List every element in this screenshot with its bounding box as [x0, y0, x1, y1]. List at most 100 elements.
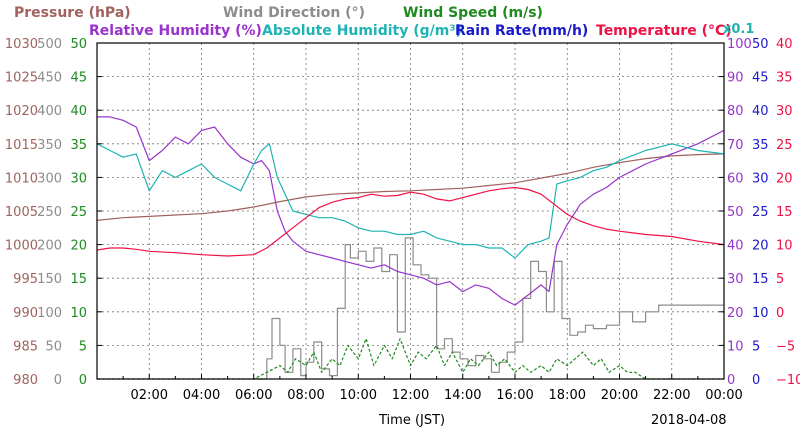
x-tick-label: 16:00 [496, 388, 533, 403]
rain_rate-tick-label: 40 [752, 104, 769, 119]
x-tick-label: 02:00 [131, 388, 168, 403]
x-tick-label: 06:00 [235, 388, 272, 403]
temperature-tick-label: −10 [776, 373, 800, 388]
humidity-tick-label: 0 [727, 373, 735, 388]
series-pressure-hpa-line [96, 153, 725, 221]
x-tick-label: 00:00 [705, 388, 742, 403]
wind_direction-tick-label: 0 [54, 373, 62, 388]
wind_direction-tick-label: 150 [37, 272, 62, 287]
wind_speed-tick-label: 25 [70, 205, 87, 220]
rain_rate-tick-label: 45 [752, 71, 769, 86]
legend: Pressure (hPa) Wind Direction (°) Wind Spe… [14, 5, 732, 39]
humidity-tick-label: 30 [727, 272, 744, 287]
wind_direction-tick-label: 500 [37, 37, 62, 52]
wind_direction-tick-label: 400 [37, 104, 62, 119]
legend-entry: Absolute Humidity (g/m³) [262, 23, 462, 39]
x-tick-label: 10:00 [340, 388, 377, 403]
humidity-tick-label: 100 [727, 37, 752, 52]
right-axes: 0102030405060708090100051015202530354045… [727, 37, 800, 388]
temperature-tick-label: 40 [776, 37, 793, 52]
rain_rate-tick-label: 10 [752, 306, 769, 321]
temperature-tick-label: 25 [776, 138, 793, 153]
humidity-tick-label: 10 [727, 339, 744, 354]
rain_rate-tick-label: 5 [752, 339, 760, 354]
wind_speed-tick-label: 50 [70, 37, 87, 52]
temperature-tick-label: 0 [776, 306, 784, 321]
x-axis-label: Time (JST) [378, 413, 445, 428]
humidity-tick-label: 70 [727, 138, 744, 153]
wind_speed-tick-label: 45 [70, 71, 87, 86]
wind_direction-tick-label: 200 [37, 239, 62, 254]
wind_speed-tick-label: 0 [79, 373, 87, 388]
series-wind-speed-m-s-line [97, 338, 724, 380]
series-absolute-humidity-g-m-line [96, 143, 725, 259]
humidity-tick-label: 60 [727, 171, 744, 186]
left-axes: 9809859909951000100510101015102010251030… [5, 37, 87, 388]
wind_direction-tick-label: 100 [37, 306, 62, 321]
wind_speed-tick-label: 40 [70, 104, 87, 119]
humidity-tick-label: 50 [727, 205, 744, 220]
wind_direction-tick-label: 450 [37, 71, 62, 86]
pressure-tick-label: 995 [13, 272, 38, 287]
wind_speed-tick-label: 10 [70, 306, 87, 321]
rain_rate-tick-label: 50 [752, 37, 769, 52]
rain_rate-tick-label: 0 [752, 373, 760, 388]
legend-entry: Temperature (°C) [596, 23, 732, 39]
rain_rate-tick-label: 15 [752, 272, 769, 287]
temperature-tick-label: 15 [776, 205, 793, 220]
legend-entry: Wind Direction (°) [223, 5, 365, 21]
temperature-tick-label: 10 [776, 239, 793, 254]
legend-entry: Pressure (hPa) [14, 5, 131, 21]
rain_rate-tick-label: 20 [752, 239, 769, 254]
pressure-tick-label: 1025 [5, 71, 38, 86]
wind_direction-tick-label: 300 [37, 171, 62, 186]
humidity-tick-label: 40 [727, 239, 744, 254]
pressure-tick-label: 1010 [5, 171, 38, 186]
pressure-tick-label: 985 [13, 339, 38, 354]
rain_rate-tick-label: 25 [752, 205, 769, 220]
grid [97, 43, 724, 379]
series-relative-humidity-line [97, 116, 725, 306]
humidity-tick-label: 90 [727, 71, 744, 86]
x-tick-label: 14:00 [444, 388, 481, 403]
x-tick-label: 12:00 [392, 388, 429, 403]
x-tick-label: 20:00 [601, 388, 638, 403]
x-tick-label: 18:00 [549, 388, 586, 403]
series-temperature-c-line [96, 186, 725, 257]
temperature-tick-label: 30 [776, 104, 793, 119]
wind_direction-tick-label: 250 [37, 205, 62, 220]
pressure-tick-label: 1015 [5, 138, 38, 153]
pressure-tick-label: 980 [13, 373, 38, 388]
temperature-tick-label: −5 [776, 339, 795, 354]
pressure-tick-label: 990 [13, 306, 38, 321]
wind_speed-tick-label: 35 [70, 138, 87, 153]
legend-entry: Relative Humidity (%) [89, 23, 262, 39]
pressure-tick-label: 1030 [5, 37, 38, 52]
pressure-tick-label: 1005 [5, 205, 38, 220]
series-wind-direction-line [253, 237, 724, 380]
x-tick-label: 22:00 [653, 388, 690, 403]
series-layer [96, 116, 725, 380]
wind_speed-tick-label: 5 [79, 339, 87, 354]
legend-entry: Rain Rate(mm/h) [455, 23, 588, 39]
wind_speed-tick-label: 20 [70, 239, 87, 254]
rain_rate-tick-label: 30 [752, 171, 769, 186]
wind_direction-tick-label: 50 [45, 339, 62, 354]
legend-entry: Wind Speed (m/s) [403, 5, 543, 21]
pressure-tick-label: 1000 [5, 239, 38, 254]
date-label: 2018-04-08 [651, 413, 727, 428]
x-tick-label: 04:00 [183, 388, 220, 403]
humidity-tick-label: 80 [727, 104, 744, 119]
wind_direction-tick-label: 350 [37, 138, 62, 153]
temperature-tick-label: 20 [776, 171, 793, 186]
temperature-tick-label: 5 [776, 272, 784, 287]
humidity-tick-label: 20 [727, 306, 744, 321]
x-axis: 02:00 04:00 06:00 08:00 10:00 12:00 14:00 16:00… [97, 42, 743, 403]
x-tick-label: 08:00 [287, 388, 324, 403]
right-scale-note: x0.1 [723, 22, 754, 37]
wind_speed-tick-label: 15 [70, 272, 87, 287]
rain_rate-tick-label: 35 [752, 138, 769, 153]
temperature-tick-label: 35 [776, 71, 793, 86]
